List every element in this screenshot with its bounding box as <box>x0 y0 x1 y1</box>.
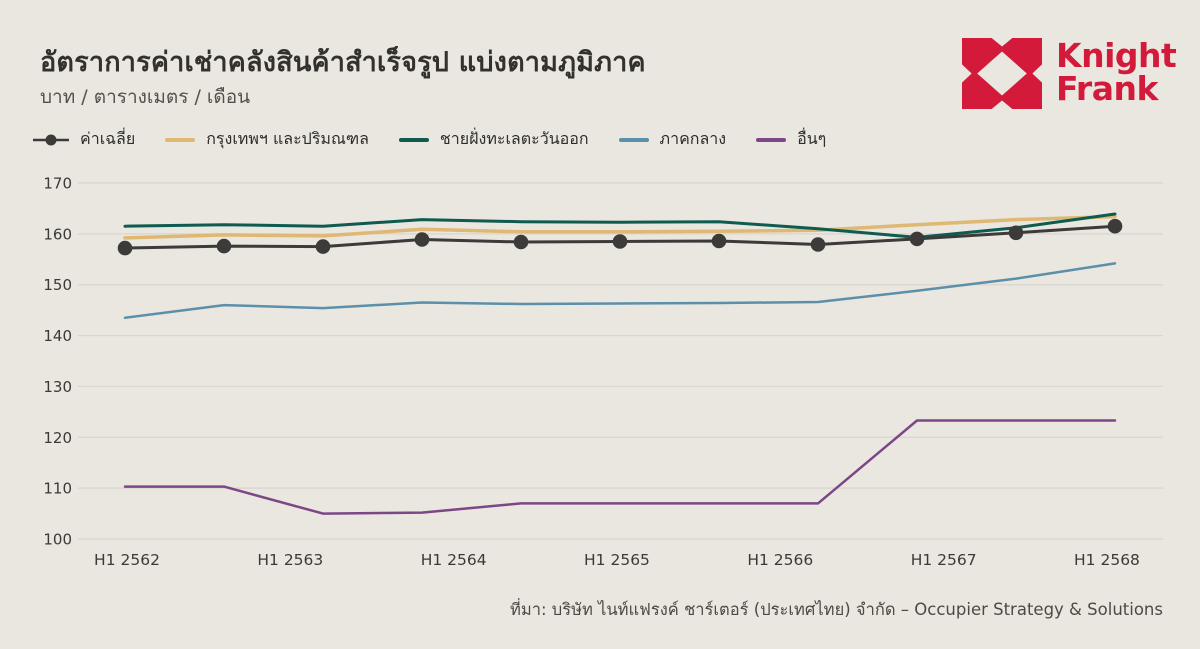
x-tick-label: H1 2568 <box>1074 551 1140 569</box>
legend-item-2: กรุงเทพฯ และปริมณฑล <box>165 127 369 152</box>
series-marker <box>414 232 430 247</box>
y-tick-label: 140 <box>43 327 72 345</box>
y-tick-label: 110 <box>43 480 72 498</box>
series-marker <box>612 234 628 249</box>
series-marker <box>1008 225 1024 241</box>
legend-item-label: อื่นๆ <box>797 129 827 148</box>
legend-line-icon <box>618 137 649 142</box>
x-tick-label: H1 2567 <box>911 551 977 569</box>
chart-area: 100 110 120 130 140 150 160 170 H1 2562 H1 2563 H1… <box>0 160 1200 610</box>
logo-line1: Knight <box>1056 36 1177 75</box>
y-tick-label: 160 <box>43 225 72 243</box>
legend-item-label: ค่าเฉลี่ย <box>80 129 136 148</box>
series-marker <box>1107 218 1123 234</box>
y-tick-label: 130 <box>43 378 72 396</box>
knight-frank-logo: Knight Frank <box>962 36 1177 109</box>
series-marker <box>117 240 133 256</box>
legend-item-3: ชายฝั่งทะเลตะวันออก <box>398 127 589 152</box>
legend-item-5: อื่นๆ <box>756 127 826 152</box>
legend-line-marker-icon <box>33 134 69 145</box>
x-tick-label: H1 2562 <box>94 551 160 569</box>
series-marker <box>909 231 925 247</box>
series-marker <box>513 234 529 250</box>
series-marker <box>315 239 331 254</box>
series-line-4 <box>123 262 1117 320</box>
x-tick-label: H1 2565 <box>584 551 650 569</box>
y-tick-label: 100 <box>43 531 72 549</box>
legend-line-icon <box>756 137 787 142</box>
legend-item-1: ค่าเฉลี่ย <box>33 127 135 152</box>
series-line-5 <box>123 419 1117 515</box>
knight-frank-mark-icon <box>962 38 1042 109</box>
legend-line-icon <box>165 137 196 142</box>
legend-line-icon <box>398 137 429 142</box>
y-tick-label: 120 <box>43 429 72 447</box>
page-subtitle: บาท / ตารางเมตร / เดือน <box>40 86 251 108</box>
series-marker <box>810 237 826 252</box>
y-tick-label: 150 <box>43 276 72 294</box>
legend-item-4: ภาคกลาง <box>618 127 727 152</box>
knight-frank-wordmark: Knight Frank <box>1056 36 1177 108</box>
series-line-3 <box>123 212 1117 239</box>
chart-svg: 100 110 120 130 140 150 160 170 H1 2562 H1 2563 H1… <box>43 175 1163 569</box>
series-marker <box>711 233 727 249</box>
legend-item-label: ชายฝั่งทะเลตะวันออก <box>439 129 589 148</box>
legend-item-label: ภาคกลาง <box>659 129 727 148</box>
series-line-2 <box>123 214 1117 240</box>
chart-legend: ค่าเฉลี่ย กรุงเทพฯ และปริมณฑล ชายฝั่งทะเลต… <box>33 127 826 152</box>
logo-line2: Frank <box>1056 69 1158 108</box>
series-marker <box>216 238 232 254</box>
y-tick-label: 170 <box>43 175 72 193</box>
x-tick-label: H1 2563 <box>257 551 323 569</box>
source-note: ที่มา: บริษัท ไนท์แฟรงค์ ชาร์เตอร์ (ประเ… <box>509 600 1163 619</box>
x-tick-label: H1 2566 <box>747 551 813 569</box>
legend-item-label: กรุงเทพฯ และปริมณฑล <box>206 129 369 148</box>
page-title: อัตราการค่าเช่าคลังสินค้าสำเร็จรูป แบ่งต… <box>40 47 646 78</box>
x-tick-label: H1 2564 <box>421 551 487 569</box>
